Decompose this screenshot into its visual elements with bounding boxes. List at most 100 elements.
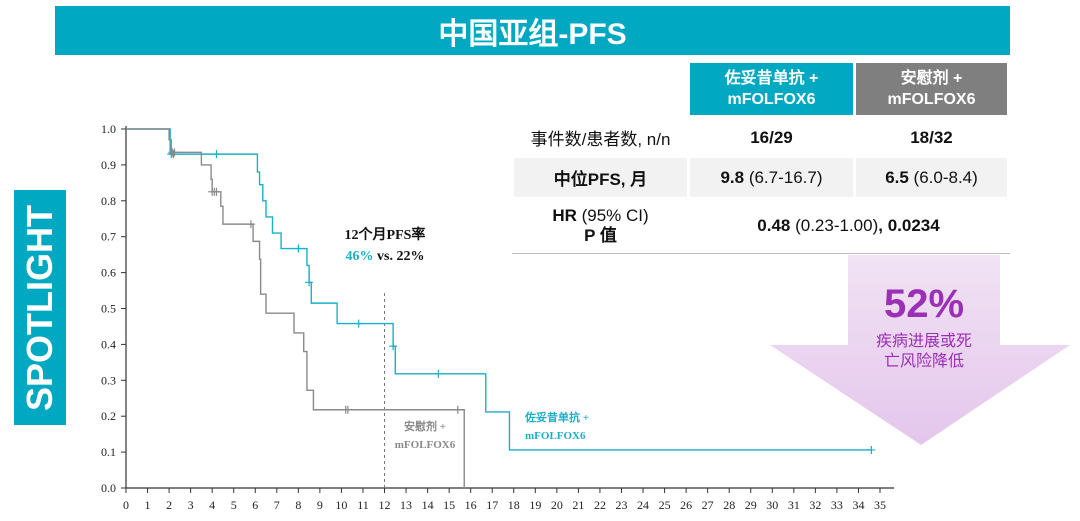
risk-reduction-value: 52%: [883, 282, 965, 326]
x-tick-label: 24: [637, 498, 649, 512]
header-treatment-line2: mFOLFOX6: [727, 91, 816, 108]
x-tick-label: 22: [594, 498, 606, 512]
km-curve-placebo: [126, 128, 465, 488]
y-tick-label: 0.3: [101, 373, 116, 387]
row3-hr-ci: (0.23-1.00): [790, 216, 879, 235]
row3-hr-value: 0.48: [757, 216, 791, 235]
y-tick-label: 0.9: [101, 158, 116, 172]
row2-a: 9.8 (6.7-16.7): [690, 158, 853, 197]
x-tick-label: 10: [335, 498, 347, 512]
x-tick-label: 7: [274, 498, 280, 512]
x-tick-label: 15: [443, 498, 455, 512]
y-tick-label: 0.0: [101, 481, 116, 495]
header-placebo-line2: mFOLFOX6: [887, 91, 976, 108]
row2-b-ci: (6.0-8.4): [908, 167, 978, 187]
row2-a-median: 9.8: [720, 167, 745, 187]
censor-mark: [169, 150, 178, 159]
row2-b-median: 6.5: [885, 167, 909, 187]
y-tick-label: 0.4: [101, 337, 116, 351]
x-tick-label: 19: [529, 498, 541, 512]
y-tick-label: 1.0: [101, 122, 116, 136]
x-tick-label: 34: [852, 498, 864, 512]
x-tick-label: 30: [766, 498, 778, 512]
row1-b: 18/32: [910, 127, 953, 147]
risk-reduction-label: 疾病进展或死 亡风险降低: [848, 332, 1000, 372]
x-tick-label: 20: [551, 498, 563, 512]
x-tick-label: 23: [615, 498, 627, 512]
censor-mark: [246, 220, 255, 229]
y-tick-label: 0.5: [101, 302, 116, 316]
annotation-title: 12个月PFS率: [345, 226, 426, 243]
x-tick-label: 32: [809, 498, 821, 512]
legend-placebo-line1: 安慰剂 +: [404, 419, 446, 433]
censor-mark: [389, 342, 398, 351]
row1-label: 事件数/患者数, n/n: [530, 130, 671, 149]
row1-a: 16/29: [750, 127, 793, 147]
x-tick-label: 29: [745, 498, 757, 512]
x-tick-label: 3: [188, 498, 194, 512]
legend-treatment-line1: 佐妥昔单抗 +: [524, 410, 589, 424]
row3-p-value: , 0.0234: [878, 216, 940, 235]
legend-placebo-line2: mFOLFOX6: [395, 439, 456, 451]
row3-ci: (95% CI): [576, 206, 649, 225]
x-tick-label: 0: [123, 498, 129, 512]
row3-p: P 值: [584, 226, 617, 245]
risk-reduction-line2: 亡风险降低: [883, 353, 964, 370]
spotlight-label: SPOTLIGHT: [14, 190, 66, 425]
annotation-rates: 46% vs. 22%: [346, 249, 425, 264]
x-tick-label: 27: [702, 498, 714, 512]
table-divider: [512, 253, 1010, 254]
censor-mark: [434, 369, 443, 378]
x-tick-label: 28: [723, 498, 735, 512]
y-tick-label: 0.6: [101, 266, 116, 280]
censor-mark: [305, 278, 314, 287]
row3-value: 0.48 (0.23-1.00), 0.0234: [690, 200, 1007, 252]
censor-mark: [867, 445, 876, 454]
header-placebo-line1: 安慰剂 +: [900, 70, 963, 87]
x-tick-label: 9: [317, 498, 323, 512]
row2-label: 中位PFS, 月: [514, 158, 687, 197]
annotation-rate-treatment: 46%: [346, 249, 374, 264]
x-tick-label: 26: [680, 498, 692, 512]
page-title: 中国亚组-PFS: [55, 6, 1010, 55]
legend-treatment-line2: mFOLFOX6: [525, 430, 586, 442]
censor-mark: [343, 405, 352, 414]
x-tick-label: 11: [357, 498, 369, 512]
y-tick-label: 0.2: [101, 409, 116, 423]
row3-label: HR (95% CI) P 值: [514, 200, 687, 252]
x-tick-label: 18: [508, 498, 520, 512]
x-tick-label: 8: [295, 498, 301, 512]
risk-reduction-line1: 疾病进展或死: [875, 333, 972, 350]
down-arrow-icon: [770, 255, 1070, 445]
x-tick-label: 6: [252, 498, 258, 512]
y-tick-label: 0.8: [101, 194, 116, 208]
x-tick-label: 4: [209, 498, 215, 512]
x-tick-label: 35: [874, 498, 886, 512]
censor-mark: [294, 244, 303, 253]
x-tick-label: 5: [231, 498, 237, 512]
km-curve-treatment: [126, 128, 872, 451]
censor-mark: [212, 187, 221, 196]
x-tick-label: 17: [486, 498, 498, 512]
censor-mark: [453, 405, 462, 414]
y-tick-label: 0.7: [101, 230, 116, 244]
annotation-rate-placebo: vs. 22%: [374, 249, 425, 264]
x-tick-label: 14: [422, 498, 434, 512]
row2-a-ci: (6.7-16.7): [744, 167, 823, 187]
x-tick-label: 13: [400, 498, 412, 512]
x-tick-label: 1: [145, 498, 151, 512]
header-treatment-line1: 佐妥昔单抗 +: [724, 70, 819, 87]
row3-hr: HR: [552, 206, 577, 225]
row2-b: 6.5 (6.0-8.4): [856, 158, 1007, 197]
x-tick-label: 31: [788, 498, 800, 512]
x-tick-label: 25: [659, 498, 671, 512]
censor-mark: [354, 319, 363, 328]
censor-mark: [170, 148, 179, 157]
x-tick-label: 2: [166, 498, 172, 512]
header-placebo: 安慰剂 + mFOLFOX6: [856, 63, 1007, 115]
x-tick-label: 33: [831, 498, 843, 512]
x-tick-label: 21: [572, 498, 584, 512]
y-tick-label: 0.1: [101, 445, 116, 459]
censor-mark: [212, 150, 221, 159]
